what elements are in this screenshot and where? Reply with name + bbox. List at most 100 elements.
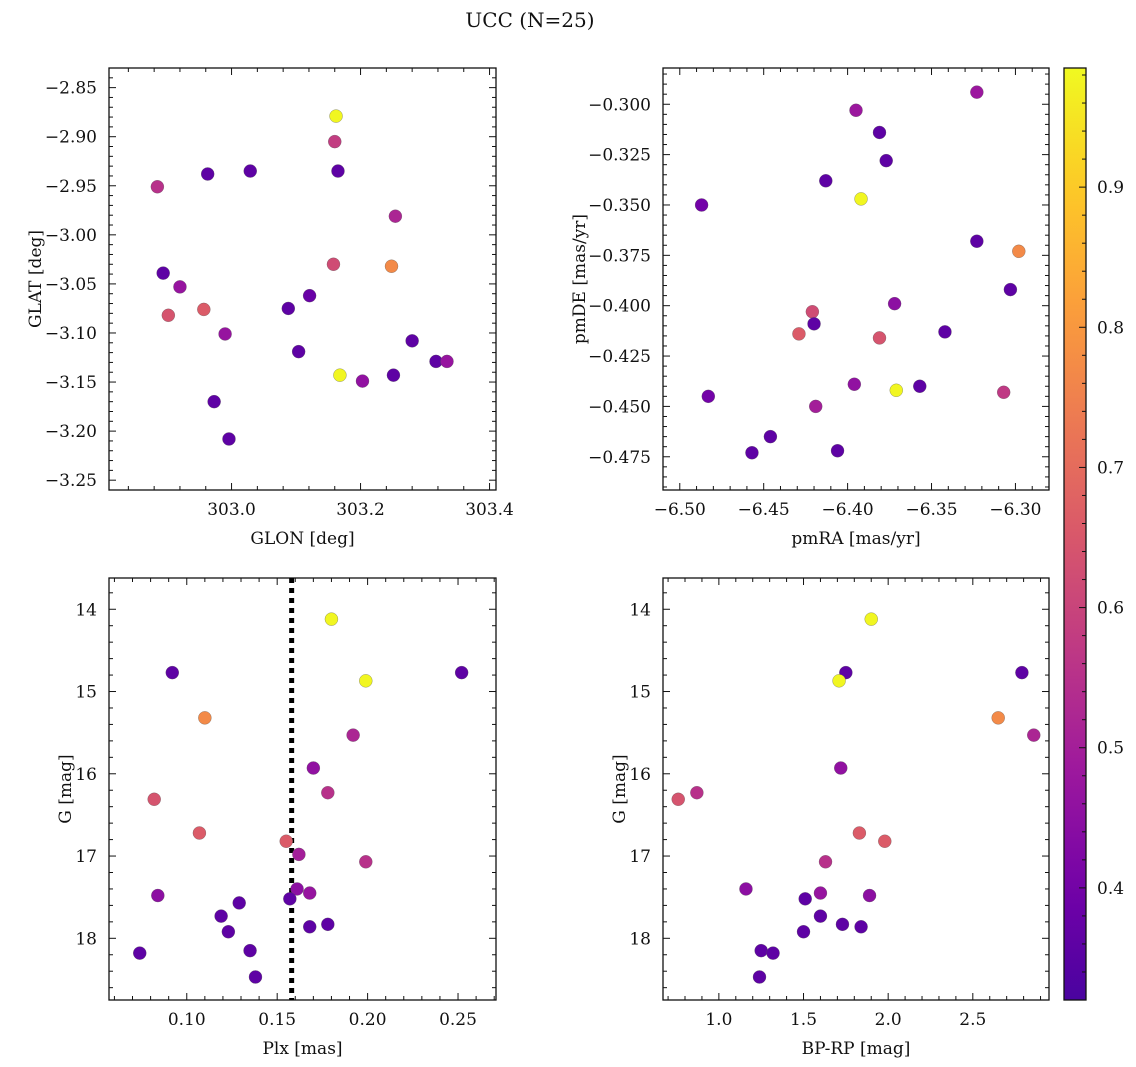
x-tick-label: −6.40 bbox=[822, 500, 874, 520]
scatter-point bbox=[997, 385, 1011, 399]
y-tick-label: 16 bbox=[75, 765, 97, 785]
scatter-point bbox=[872, 331, 887, 345]
scatter-point bbox=[192, 826, 207, 840]
scatter-point bbox=[248, 970, 263, 984]
scatter-point bbox=[970, 85, 984, 99]
panel-cmd: 1.0 1.5 2.0 2.5 14 15 16 17 18 BP-RP [mag] G [mag] bbox=[610, 577, 1050, 1059]
y-tick-label: −0.450 bbox=[588, 397, 651, 417]
x-tick-label: 2.5 bbox=[959, 1010, 986, 1030]
x-axis-label: GLON [deg] bbox=[250, 529, 354, 549]
scatter-point bbox=[690, 786, 704, 800]
scatter-point bbox=[232, 896, 246, 910]
y-tick-label: 18 bbox=[629, 929, 651, 949]
scatter-point bbox=[834, 761, 848, 775]
scatter-point bbox=[346, 728, 360, 742]
y-axis-label: G [mag] bbox=[56, 754, 76, 823]
scatter-point bbox=[847, 377, 861, 391]
scatter-point bbox=[355, 374, 370, 388]
x-tick-label: 303.4 bbox=[465, 500, 514, 520]
scatter-point bbox=[156, 266, 170, 280]
scatter-point bbox=[329, 109, 343, 123]
y-tick-label: −3.25 bbox=[45, 471, 97, 491]
scatter-point bbox=[832, 674, 846, 688]
scatter-point bbox=[835, 917, 850, 931]
scatter-point bbox=[221, 925, 236, 939]
scatter-point bbox=[214, 909, 228, 923]
y-tick-label: −3.20 bbox=[45, 422, 97, 442]
scatter-point bbox=[739, 882, 753, 896]
x-tick-label: 0.20 bbox=[349, 1010, 387, 1030]
scatter-point bbox=[813, 886, 828, 900]
x-tick-label: −6.30 bbox=[989, 500, 1041, 520]
scatter-point bbox=[161, 308, 175, 322]
scatter-point bbox=[818, 855, 833, 869]
colorbar-bar bbox=[1063, 67, 1087, 1001]
scatter-point bbox=[805, 305, 820, 319]
plot-frame bbox=[108, 67, 497, 491]
scatter-point bbox=[303, 886, 317, 900]
plot-frame bbox=[662, 577, 1050, 1001]
x-tick-label: 303.0 bbox=[207, 500, 256, 520]
y-tick-label: 14 bbox=[75, 600, 97, 620]
scatter-point bbox=[1012, 244, 1026, 258]
scatter-point bbox=[889, 383, 903, 397]
plot-frame bbox=[662, 67, 1050, 491]
y-tick-label: −3.05 bbox=[45, 275, 97, 295]
scatter-point bbox=[763, 429, 778, 444]
scatter-point bbox=[303, 920, 317, 934]
x-tick-label: 1.0 bbox=[705, 1010, 732, 1030]
scatter-point bbox=[798, 892, 812, 906]
scatter-point bbox=[218, 327, 232, 341]
x-tick-label: −6.35 bbox=[905, 500, 957, 520]
scatter-point bbox=[913, 379, 927, 393]
x-tick-label: 0.10 bbox=[168, 1010, 206, 1030]
y-tick-label: −2.85 bbox=[45, 79, 97, 99]
x-axis-label: Plx [mas] bbox=[262, 1039, 342, 1059]
scatter-point bbox=[849, 103, 863, 117]
scatter-point bbox=[173, 280, 187, 294]
y-tick-label: −3.10 bbox=[45, 324, 97, 344]
x-tick-label: 303.2 bbox=[336, 500, 385, 520]
scatter-point bbox=[359, 855, 373, 869]
x-tick-label: −6.50 bbox=[654, 500, 706, 520]
scatter-point bbox=[291, 344, 306, 359]
x-axis-label: pmRA [mas/yr] bbox=[791, 529, 920, 549]
scatter-point bbox=[147, 792, 161, 806]
scatter-point bbox=[324, 612, 339, 626]
y-tick-label: 16 bbox=[629, 765, 651, 785]
scatter-point bbox=[830, 444, 845, 458]
scatter-point bbox=[1027, 728, 1041, 742]
scatter-point bbox=[872, 125, 887, 140]
scatter-point bbox=[991, 711, 1005, 725]
scatter-point bbox=[292, 847, 306, 862]
y-tick-label: −3.00 bbox=[45, 226, 97, 246]
colorbar-tick-label: 0.6 bbox=[1097, 599, 1124, 619]
y-tick-label: 15 bbox=[629, 683, 651, 703]
scatter-point bbox=[766, 946, 780, 960]
scatter-point bbox=[326, 257, 341, 271]
y-tick-label: 18 bbox=[75, 929, 97, 949]
y-tick-label: −3.15 bbox=[45, 373, 97, 393]
scatter-point bbox=[151, 888, 165, 903]
y-axis-label: G [mag] bbox=[610, 754, 630, 823]
scatter-point bbox=[388, 209, 403, 223]
scatter-point bbox=[386, 368, 401, 382]
scatter-point bbox=[694, 198, 709, 212]
scatter-point bbox=[878, 834, 892, 848]
scatter-point bbox=[887, 297, 902, 311]
scatter-point bbox=[752, 970, 767, 984]
scatter-point bbox=[754, 943, 768, 958]
x-tick-label: 2.0 bbox=[875, 1010, 902, 1030]
scatter-point bbox=[807, 317, 821, 331]
scatter-point bbox=[852, 826, 867, 840]
y-tick-label: −0.325 bbox=[588, 146, 651, 166]
scatter-point bbox=[133, 946, 147, 960]
colorbar-tick-label: 0.9 bbox=[1097, 178, 1124, 198]
panel-pm: −6.50 −6.45 −6.40 −6.35 −6.30 −0.300 −0.325 −0.… bbox=[570, 67, 1050, 549]
scatter-point bbox=[243, 943, 257, 958]
scatter-point bbox=[290, 882, 304, 896]
scatter-point bbox=[796, 925, 811, 939]
scatter-point bbox=[440, 354, 454, 369]
scatter-point bbox=[819, 174, 833, 188]
scatter-point bbox=[222, 432, 236, 446]
